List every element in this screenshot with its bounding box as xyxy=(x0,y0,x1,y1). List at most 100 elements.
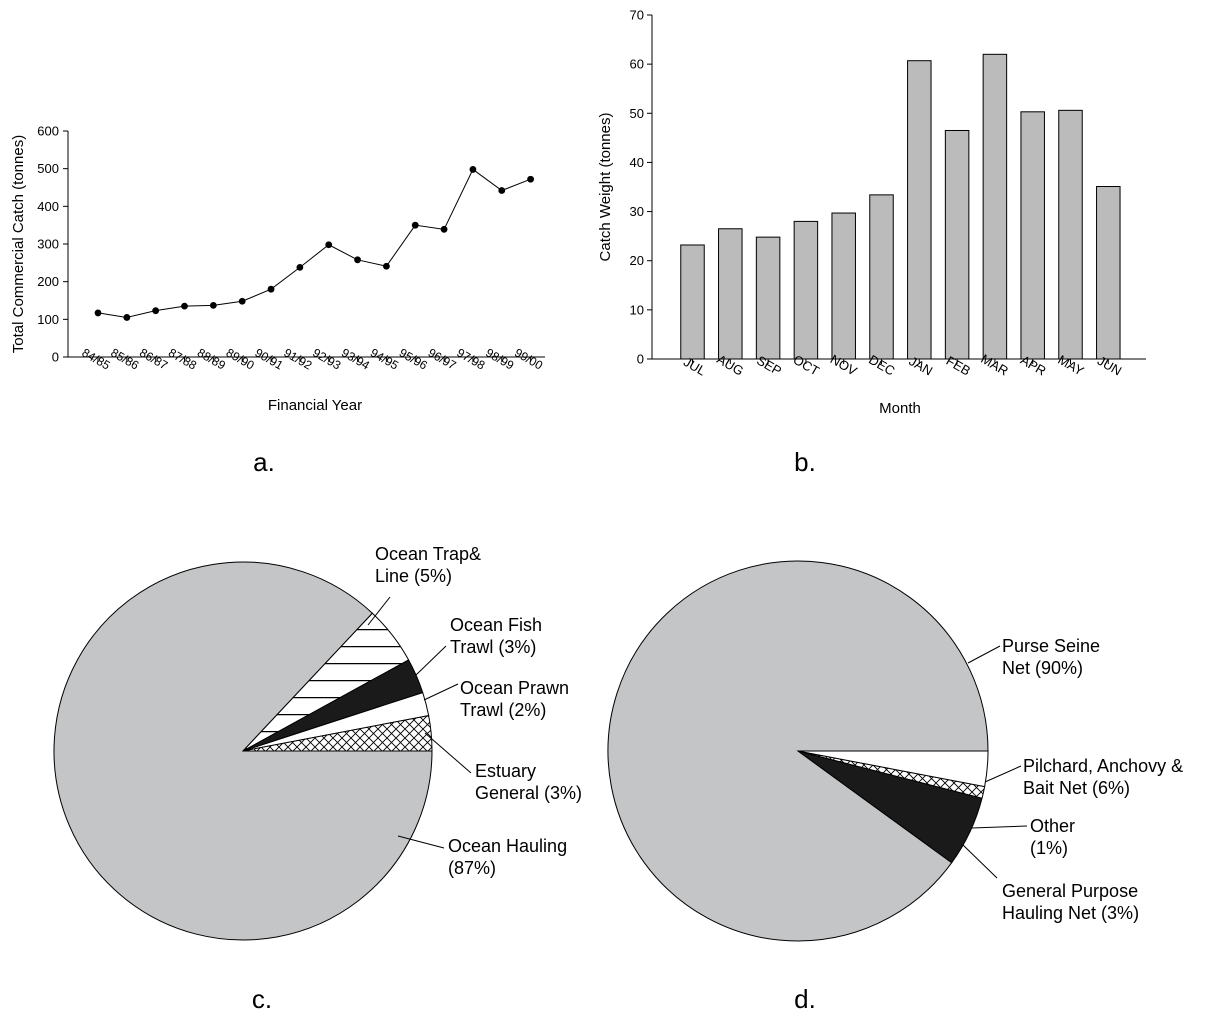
chart-a-y-tick-label: 300 xyxy=(37,237,59,252)
chart-a-data-point xyxy=(238,297,246,305)
chart-b-bar xyxy=(718,228,743,360)
chart-b-bars xyxy=(680,53,1121,360)
chart-c-leader-line xyxy=(415,645,447,676)
chart-a-series-line xyxy=(97,168,531,318)
chart-c-slice-label: Trawl (3%) xyxy=(450,637,536,657)
chart-c-slices xyxy=(53,561,433,941)
chart-a-x-tick-label: 97/98 xyxy=(454,345,487,372)
chart-b-y-tick-label: 70 xyxy=(630,8,644,23)
chart-d-leader-line xyxy=(962,844,998,879)
chart-a-x-tick-label: 91/92 xyxy=(281,345,314,372)
chart-a-data-point xyxy=(325,241,333,249)
chart-b-bar xyxy=(1058,109,1083,360)
chart-a-x-tick-label: 87/88 xyxy=(166,345,199,372)
chart-c-slice xyxy=(242,715,433,752)
chart-a-x-tick-label: 92/93 xyxy=(310,345,343,372)
chart-a-data-point xyxy=(94,309,102,317)
chart-b-bar xyxy=(982,53,1008,360)
chart-a-x-tick-label: 95/96 xyxy=(397,345,430,372)
chart-b-x-ticks: JUL AUG SEP OCT NOV DEC JAN FEB MAR APR MAY JUN xyxy=(681,351,1124,379)
chart-a-x-tick-label: 98/99 xyxy=(483,345,516,372)
chart-c-slice-label: Ocean Hauling xyxy=(448,836,567,856)
chart-a-data-point xyxy=(383,262,390,270)
chart-a-y-tick-label: 600 xyxy=(37,124,59,139)
chart-a-x-axis-label: Financial Year xyxy=(268,397,362,414)
chart-d-slice-label: Pilchard, Anchovy & xyxy=(1023,756,1183,776)
chart-c-slice-label: General (3%) xyxy=(475,783,582,803)
chart-b-bar xyxy=(1020,111,1045,360)
chart-b-x-axis-label: Month xyxy=(879,400,921,417)
chart-b-y-tick-label: 10 xyxy=(630,302,644,317)
chart-d-leader-line xyxy=(971,825,1028,829)
chart-b-y-tick-label: 30 xyxy=(630,204,644,219)
chart-a-x-tick-label: 96/97 xyxy=(426,345,459,372)
chart-a-x-tick-label: 94/95 xyxy=(368,345,401,372)
chart-a-data-point xyxy=(440,225,448,233)
chart-c-slice-label: Line (5%) xyxy=(375,566,452,586)
chart-d-slice-label: Other xyxy=(1030,816,1075,836)
chart-a-y-tick-label: 400 xyxy=(37,199,59,214)
chart-a-y-ticks: 0 100 200 300 400 500 600 xyxy=(37,124,68,365)
chart-a-y-tick-label: 500 xyxy=(37,161,59,176)
chart-a-data-point xyxy=(209,301,217,309)
chart-a-data-point xyxy=(181,302,188,310)
chart-a-total-catch: 0 100 200 300 400 500 600 84/8585/8686/8787/88… xyxy=(10,124,545,478)
chart-a-x-ticks: 84/8585/8686/8787/8888/8989/9090/9191/92… xyxy=(79,345,545,372)
chart-c-slice-label: Ocean Prawn xyxy=(460,678,569,698)
panel-label-d: d. xyxy=(794,984,816,1014)
chart-c-slice-label: (87%) xyxy=(448,858,496,878)
chart-a-x-tick-label: 84/85 xyxy=(79,345,112,372)
chart-a-x-tick-label: 88/89 xyxy=(195,345,228,372)
chart-c-slice-label: Ocean Fish xyxy=(450,615,542,635)
chart-a-data-point xyxy=(152,307,160,315)
chart-b-y-tick-label: 50 xyxy=(630,106,644,121)
chart-c-slice-label: Trawl (2%) xyxy=(460,700,546,720)
chart-a-x-tick-label: 93/94 xyxy=(339,345,372,372)
chart-b-bar xyxy=(944,129,970,360)
chart-a-x-tick-label: 86/87 xyxy=(137,345,170,372)
chart-b-bar xyxy=(831,212,856,360)
chart-c-leader-line xyxy=(423,683,459,701)
chart-d-leader-line xyxy=(967,645,1001,664)
chart-a-data-point xyxy=(296,263,304,271)
panel-label-a: a. xyxy=(253,447,275,477)
chart-b-y-ticks: 0 10 20 30 40 50 60 70 xyxy=(630,8,652,367)
panel-label-b: b. xyxy=(794,447,816,477)
chart-a-data-point xyxy=(411,221,419,229)
chart-d-leader-line xyxy=(984,765,1022,783)
chart-d-slices xyxy=(607,560,989,942)
chart-b-bar xyxy=(907,60,932,360)
chart-a-x-tick-label: 89/90 xyxy=(224,345,257,372)
chart-b-y-tick-label: 60 xyxy=(630,57,644,72)
chart-c-slice-label: Estuary xyxy=(475,761,536,781)
chart-b-y-tick-label: 20 xyxy=(630,253,644,268)
chart-b-bar xyxy=(680,244,705,360)
chart-b-monthly-catch: 0 10 20 30 40 50 60 70 JUL AUG SEP OCT NOV DEC JAN FEB… xyxy=(597,8,1146,477)
chart-a-y-tick-label: 200 xyxy=(37,274,59,289)
chart-a-y-tick-label: 100 xyxy=(37,312,59,327)
chart-c-leader-line xyxy=(397,835,445,849)
chart-a-data-point xyxy=(498,187,506,194)
chart-c-leader-line xyxy=(424,732,472,774)
chart-b-y-tick-label: 40 xyxy=(630,155,644,170)
chart-d-slice-label: Bait Net (6%) xyxy=(1023,778,1130,798)
chart-a-y-tick-label: 0 xyxy=(52,350,59,365)
chart-a-series xyxy=(94,166,534,321)
chart-a-y-axis-label: Total Commercial Catch (tonnes) xyxy=(10,135,27,353)
chart-a-axes xyxy=(67,131,545,358)
chart-d-slice-label: (1%) xyxy=(1030,838,1068,858)
chart-c-method-share: Ocean Hauling(87%) Ocean Trap&Line (5%) Oc… xyxy=(53,544,582,1014)
chart-c-leader-line xyxy=(367,596,391,626)
chart-d-slice-label: General Purpose xyxy=(1002,881,1138,901)
chart-b-bar xyxy=(793,220,819,360)
chart-b-y-axis-label: Catch Weight (tonnes) xyxy=(597,113,614,262)
chart-a-data-point xyxy=(354,256,361,264)
chart-d-slice xyxy=(797,750,989,788)
chart-a-x-tick-label: 99/00 xyxy=(512,345,545,372)
panel-label-c: c. xyxy=(252,984,272,1014)
chart-a-data-point xyxy=(527,175,534,183)
chart-a-x-tick-label: 85/86 xyxy=(108,345,141,372)
